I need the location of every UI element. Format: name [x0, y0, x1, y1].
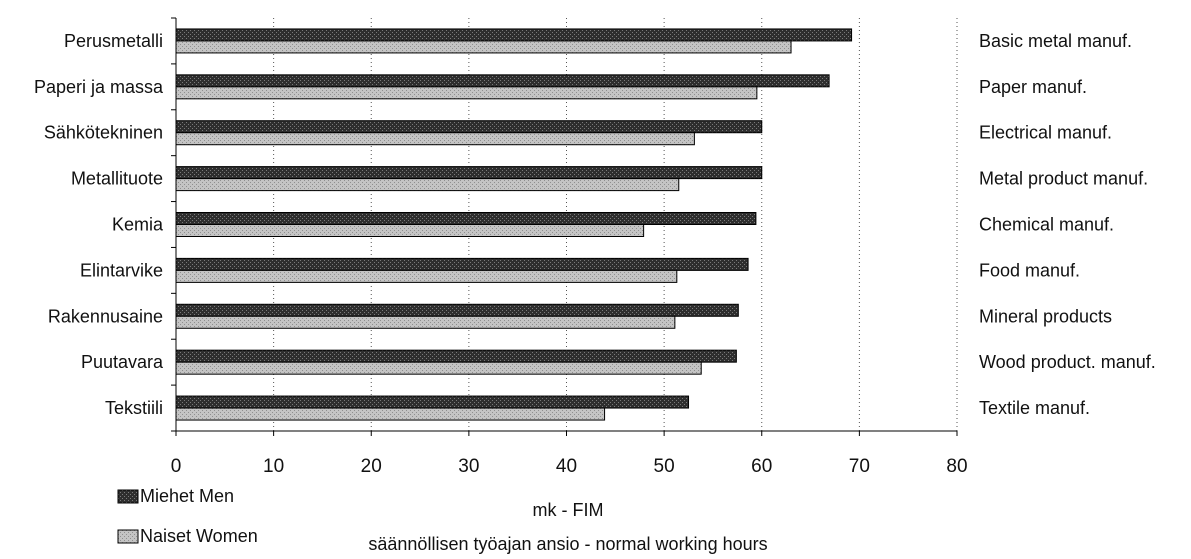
category-label-english: Mineral products — [979, 306, 1112, 326]
bar-men — [175, 257, 749, 271]
bar-men — [175, 120, 763, 134]
x-tick-label: 40 — [556, 456, 577, 477]
category-label: Rakennusaine — [48, 306, 163, 326]
category-label: Metallituote — [71, 169, 163, 189]
x-tick-labels: 0 10 20 30 40 50 60 70 80 — [171, 456, 968, 477]
category-label-english: Metal product manuf. — [979, 169, 1148, 189]
x-tick-label: 30 — [458, 456, 479, 477]
bar-women — [175, 269, 678, 283]
bar-men — [175, 74, 830, 88]
bar-women — [175, 407, 606, 421]
x-tick-label: 50 — [654, 456, 675, 477]
legend: Miehet Men Naiset Women — [117, 486, 258, 546]
category-label: Perusmetalli — [64, 31, 163, 51]
x-tick-label: 0 — [171, 456, 182, 477]
legend-swatch-women — [117, 529, 139, 544]
bars — [175, 28, 853, 421]
legend-label-men: Miehet Men — [140, 486, 234, 506]
category-label: Elintarvike — [80, 260, 163, 280]
category-label-english: Chemical manuf. — [979, 215, 1114, 235]
category-label: Sähkötekninen — [44, 123, 163, 143]
bar-women — [175, 315, 676, 329]
category-label-english: Basic metal manuf. — [979, 31, 1132, 51]
x-tick-label: 20 — [361, 456, 382, 477]
bar-men — [175, 166, 763, 180]
category-labels-left: Perusmetalli Paperi ja massa Sähkötekninen… — [34, 31, 164, 418]
x-tick-label: 60 — [751, 456, 772, 477]
bar-men — [175, 212, 757, 225]
category-label: Paperi ja massa — [34, 77, 164, 97]
category-label-english: Food manuf. — [979, 260, 1080, 280]
bar-men — [175, 28, 853, 42]
bar-men — [175, 303, 739, 317]
category-label-english: Textile manuf. — [979, 398, 1090, 418]
bar-men — [175, 349, 737, 363]
legend-swatch-men — [117, 489, 139, 504]
category-label-english: Paper manuf. — [979, 77, 1087, 97]
x-axis — [171, 17, 958, 436]
bar-women — [175, 86, 758, 100]
bar-women — [175, 40, 792, 54]
bar-women — [175, 361, 702, 375]
x-tick-label: 10 — [263, 456, 284, 477]
bar-women — [175, 132, 695, 146]
x-tick-label: 80 — [946, 456, 967, 477]
chart-subtitle: säännöllisen työajan ansio - normal work… — [368, 534, 767, 554]
bar-men — [175, 395, 690, 409]
x-axis-label: mk - FIM — [533, 500, 604, 520]
bar-women — [175, 224, 645, 237]
x-tick-label: 70 — [849, 456, 870, 477]
legend-label-women: Naiset Women — [140, 526, 258, 546]
category-label: Kemia — [112, 215, 164, 235]
category-label-english: Electrical manuf. — [979, 123, 1112, 143]
category-label: Puutavara — [81, 352, 164, 372]
category-label-english: Wood product. manuf. — [979, 352, 1156, 372]
category-labels-right: Basic metal manuf. Paper manuf. Electrical… — [979, 31, 1156, 418]
category-label: Tekstiili — [105, 398, 163, 418]
bar-women — [175, 178, 680, 192]
